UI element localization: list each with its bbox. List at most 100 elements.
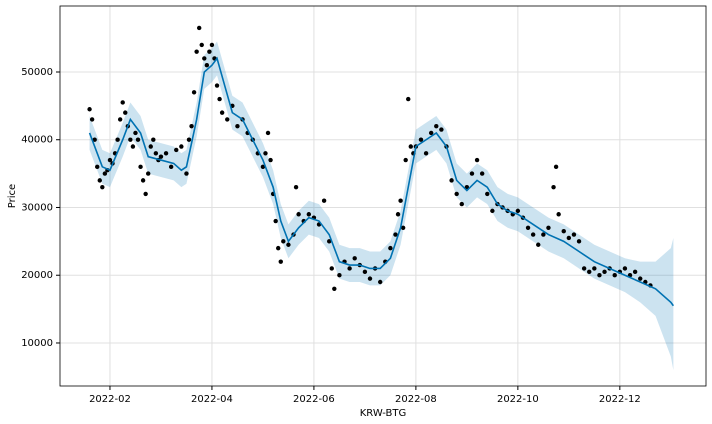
- data-point: [199, 42, 204, 48]
- data-point: [541, 232, 546, 237]
- data-point: [546, 225, 551, 231]
- data-point: [219, 110, 225, 115]
- data-point: [107, 157, 113, 163]
- data-point: [148, 144, 153, 149]
- data-point: [135, 137, 141, 142]
- data-point: [158, 154, 164, 159]
- data-point: [168, 164, 174, 170]
- data-point: [485, 191, 490, 197]
- data-point: [278, 259, 283, 264]
- data-point: [265, 130, 271, 136]
- data-point: [123, 110, 128, 115]
- data-point: [388, 245, 393, 251]
- data-point: [474, 157, 480, 163]
- data-point: [163, 151, 169, 156]
- data-point: [571, 232, 577, 237]
- data-point: [117, 117, 123, 122]
- data-point: [273, 218, 278, 224]
- data-point: [587, 269, 592, 275]
- data-point: [556, 212, 561, 217]
- data-point: [184, 171, 189, 176]
- data-point: [306, 212, 312, 217]
- forecast-line: [88, 56, 675, 307]
- data-point: [92, 137, 97, 142]
- data-point: [209, 42, 215, 48]
- data-point: [551, 184, 556, 190]
- data-point: [321, 198, 327, 203]
- data-point: [597, 273, 602, 278]
- data-point: [566, 235, 572, 241]
- data-point: [286, 242, 291, 247]
- data-point: [194, 49, 199, 54]
- data-point: [576, 239, 582, 244]
- data-point: [490, 208, 495, 214]
- data-point: [612, 273, 617, 278]
- data-point: [207, 49, 212, 54]
- data-point: [151, 137, 156, 142]
- data-point: [235, 123, 240, 129]
- data-point: [454, 191, 459, 197]
- data-point: [296, 212, 301, 217]
- y-tick-label: 20000: [21, 270, 53, 281]
- data-point: [622, 266, 628, 271]
- data-point: [449, 178, 454, 183]
- data-point: [423, 151, 429, 156]
- data-point: [393, 232, 398, 237]
- data-point: [225, 117, 230, 122]
- data-point: [89, 117, 95, 122]
- data-point: [130, 144, 136, 149]
- data-point: [174, 147, 179, 153]
- data-point: [638, 276, 643, 281]
- x-tick-label: 2022-10: [497, 394, 539, 405]
- y-tick-label: 40000: [21, 135, 53, 146]
- data-point: [367, 276, 373, 281]
- data-point: [202, 56, 207, 61]
- data-point: [439, 127, 444, 132]
- data-point: [362, 269, 368, 275]
- x-tick-label: 2022-06: [293, 394, 335, 405]
- data-point: [536, 242, 541, 247]
- data-point: [428, 130, 434, 136]
- data-point: [632, 269, 638, 275]
- data-point: [400, 225, 406, 231]
- uncertainty-band: [89, 41, 674, 371]
- data-point: [337, 273, 342, 278]
- data-point: [406, 96, 411, 102]
- data-point: [140, 178, 146, 183]
- data-point: [214, 83, 220, 88]
- plot-frame: [59, 5, 707, 387]
- data-point: [403, 157, 408, 163]
- data-point: [469, 171, 475, 176]
- data-point: [276, 245, 281, 251]
- y-tick-label: 30000: [21, 202, 53, 213]
- x-tick-label: 2022-08: [395, 394, 437, 405]
- data-point: [120, 100, 125, 105]
- data-point: [479, 171, 485, 176]
- data-point: [133, 130, 138, 136]
- data-point: [263, 151, 268, 156]
- data-point: [217, 96, 222, 102]
- data-point: [329, 266, 334, 271]
- data-point: [204, 63, 210, 68]
- data-point: [459, 201, 464, 207]
- x-axis-label: KRW-BTG: [360, 408, 407, 419]
- y-axis-label: Price: [7, 184, 18, 208]
- data-point: [408, 144, 413, 149]
- data-point: [418, 137, 424, 142]
- data-point: [153, 151, 159, 156]
- data-point: [281, 239, 286, 244]
- data-point: [581, 266, 587, 271]
- data-point: [179, 144, 184, 149]
- data-point: [97, 178, 102, 183]
- data-point: [464, 184, 470, 190]
- data-point: [553, 164, 559, 170]
- data-point: [352, 256, 357, 261]
- data-point: [347, 266, 352, 271]
- data-point: [530, 232, 536, 237]
- data-point: [95, 164, 100, 170]
- data-point: [515, 208, 521, 214]
- data-point: [332, 286, 337, 291]
- data-point: [525, 225, 531, 231]
- data-point: [100, 184, 105, 190]
